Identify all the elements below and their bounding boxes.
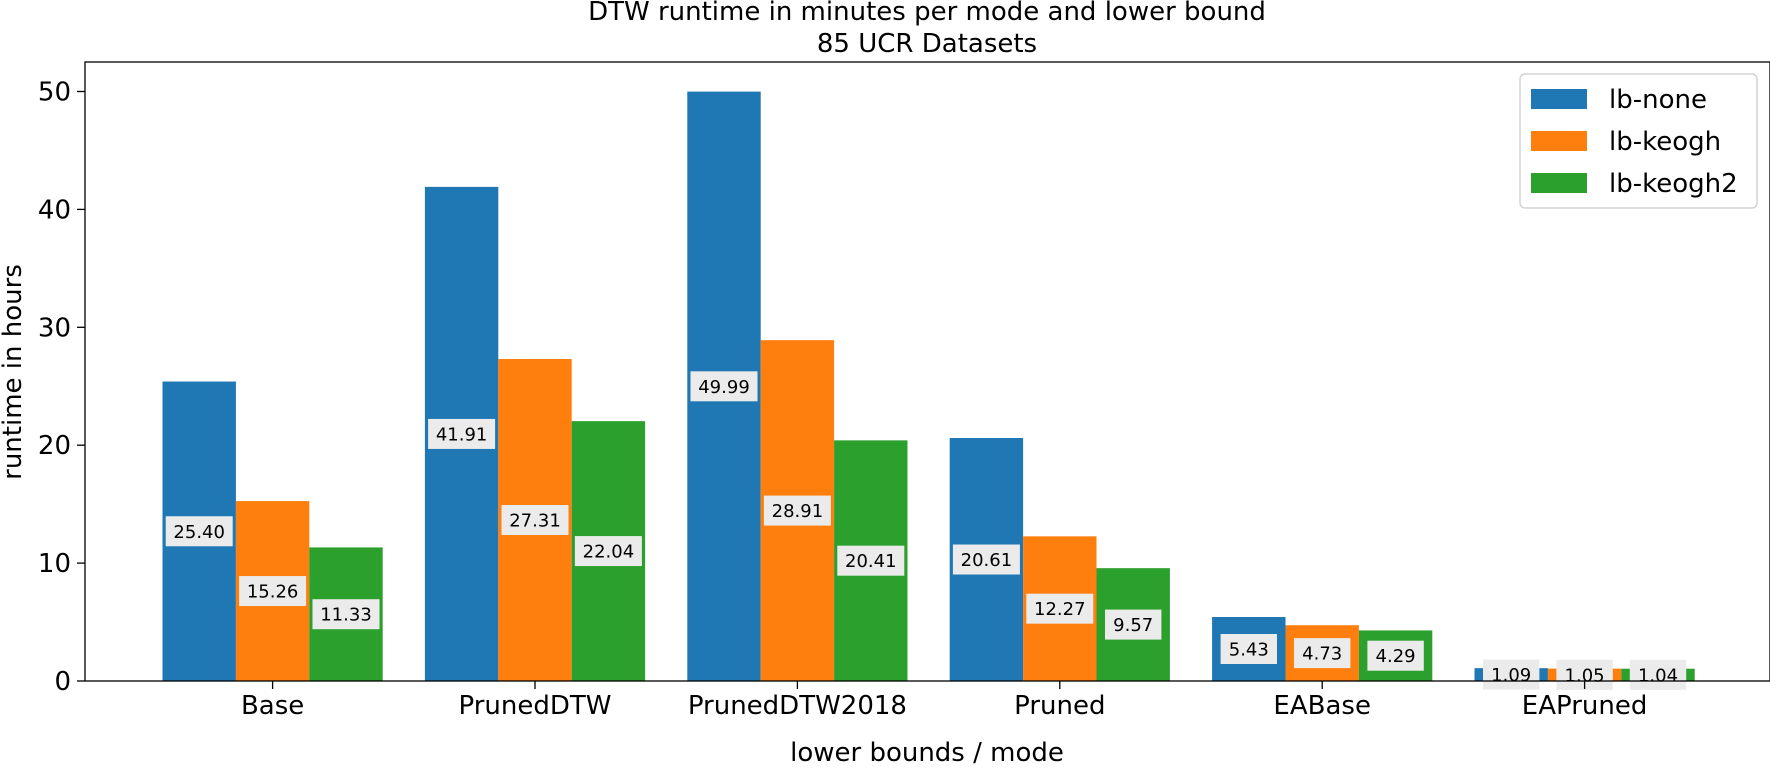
value-label: 25.40: [165, 516, 233, 547]
value-label-text: 12.27: [1034, 599, 1086, 620]
legend-swatch: [1531, 131, 1587, 151]
value-label: 12.27: [1026, 593, 1094, 624]
legend-item-lb-keogh: lb-keogh: [1531, 127, 1721, 157]
y-tick-label: 20: [38, 431, 71, 461]
value-label-box: [1220, 633, 1277, 664]
value-label-text: 27.31: [509, 511, 561, 532]
value-label-box: [1367, 640, 1424, 671]
value-label-text: 11.33: [320, 605, 372, 626]
value-label-box: [690, 371, 758, 402]
value-label: 20.41: [837, 545, 905, 576]
legend-swatch: [1531, 89, 1587, 109]
value-label-box: [1294, 638, 1351, 669]
value-label-box: [501, 505, 569, 536]
value-label-text: 20.61: [961, 550, 1013, 571]
x-tick-label: PrunedDTW: [459, 691, 612, 721]
value-label-box: [1105, 609, 1162, 640]
value-label-text: 41.91: [436, 424, 488, 445]
value-label: 15.26: [239, 576, 307, 607]
value-label-box: [239, 576, 307, 607]
legend-label: lb-keogh: [1609, 127, 1721, 157]
y-tick-label: 0: [54, 667, 71, 697]
value-label-text: 5.43: [1229, 639, 1269, 660]
y-axis: 0 10 20 30 40 50: [38, 78, 85, 697]
value-label-box: [428, 418, 496, 449]
legend-label: lb-keogh2: [1609, 169, 1738, 199]
value-label-text: 4.73: [1302, 644, 1342, 665]
chart-subtitle: 85 UCR Datasets: [817, 29, 1037, 59]
x-tick-label: PrunedDTW2018: [688, 691, 907, 721]
value-label: 41.91: [428, 418, 496, 449]
x-axis: Base PrunedDTW PrunedDTW2018 Pruned EABase EA…: [241, 681, 1647, 721]
value-label: 22.04: [574, 536, 642, 567]
x-tick-label: Base: [241, 691, 304, 721]
bars-layer: [162, 91, 1695, 681]
value-label-text: 4.29: [1376, 646, 1416, 667]
value-label-box: [312, 599, 380, 630]
legend-label: lb-none: [1609, 85, 1707, 115]
y-tick-label: 50: [38, 78, 71, 108]
value-label-text: 22.04: [583, 542, 635, 563]
value-label: 5.43: [1220, 633, 1277, 664]
y-axis-label: runtime in hours: [0, 264, 28, 480]
value-label-text: 15.26: [247, 582, 299, 603]
x-tick-label: EABase: [1273, 691, 1371, 721]
value-label-box: [1483, 659, 1540, 690]
value-label-text: 25.40: [173, 522, 225, 543]
legend-item-lb-keogh2: lb-keogh2: [1531, 169, 1738, 199]
value-label-text: 9.57: [1113, 615, 1153, 636]
x-tick-label: Pruned: [1014, 691, 1105, 721]
value-label-text: 49.99: [698, 377, 750, 398]
value-label-box: [574, 536, 642, 567]
value-label-text: 28.91: [772, 501, 824, 522]
value-label: 4.29: [1367, 640, 1424, 671]
value-label: 4.73: [1294, 638, 1351, 669]
value-label-text: 1.09: [1491, 665, 1531, 686]
plot-frame: [84, 61, 1770, 682]
y-tick-label: 40: [38, 195, 71, 225]
chart-title: DTW runtime in minutes per mode and lowe…: [588, 0, 1266, 27]
legend-swatch: [1531, 173, 1587, 193]
value-label-box: [952, 544, 1020, 575]
value-label-box: [1629, 659, 1687, 690]
value-label-box: [165, 516, 233, 547]
value-label-box: [837, 545, 905, 576]
y-tick-label: 10: [38, 549, 71, 579]
value-label-box: [1026, 593, 1094, 624]
value-label: 1.09: [1483, 659, 1540, 690]
value-label: 1.04: [1629, 659, 1687, 690]
value-label: 27.31: [501, 505, 569, 536]
x-axis-label: lower bounds / mode: [790, 738, 1064, 768]
value-label: 11.33: [312, 599, 380, 630]
y-tick-label: 30: [38, 313, 71, 343]
legend-item-lb-none: lb-none: [1531, 85, 1707, 115]
value-label: 49.99: [690, 371, 758, 402]
value-label: 20.61: [952, 544, 1020, 575]
value-label-box: [763, 495, 831, 526]
value-label: 9.57: [1105, 609, 1162, 640]
x-tick-label: EAPruned: [1522, 691, 1648, 721]
value-label-text: 20.41: [845, 551, 897, 572]
bar-value-labels: 25.40 41.91 49.99 20.61 5.43 1.09 15.26 27.31 28…: [165, 371, 1687, 690]
legend: lb-none lb-keogh lb-keogh2: [1519, 73, 1758, 209]
value-label: 28.91: [763, 495, 831, 526]
value-label-text: 1.04: [1638, 665, 1678, 686]
